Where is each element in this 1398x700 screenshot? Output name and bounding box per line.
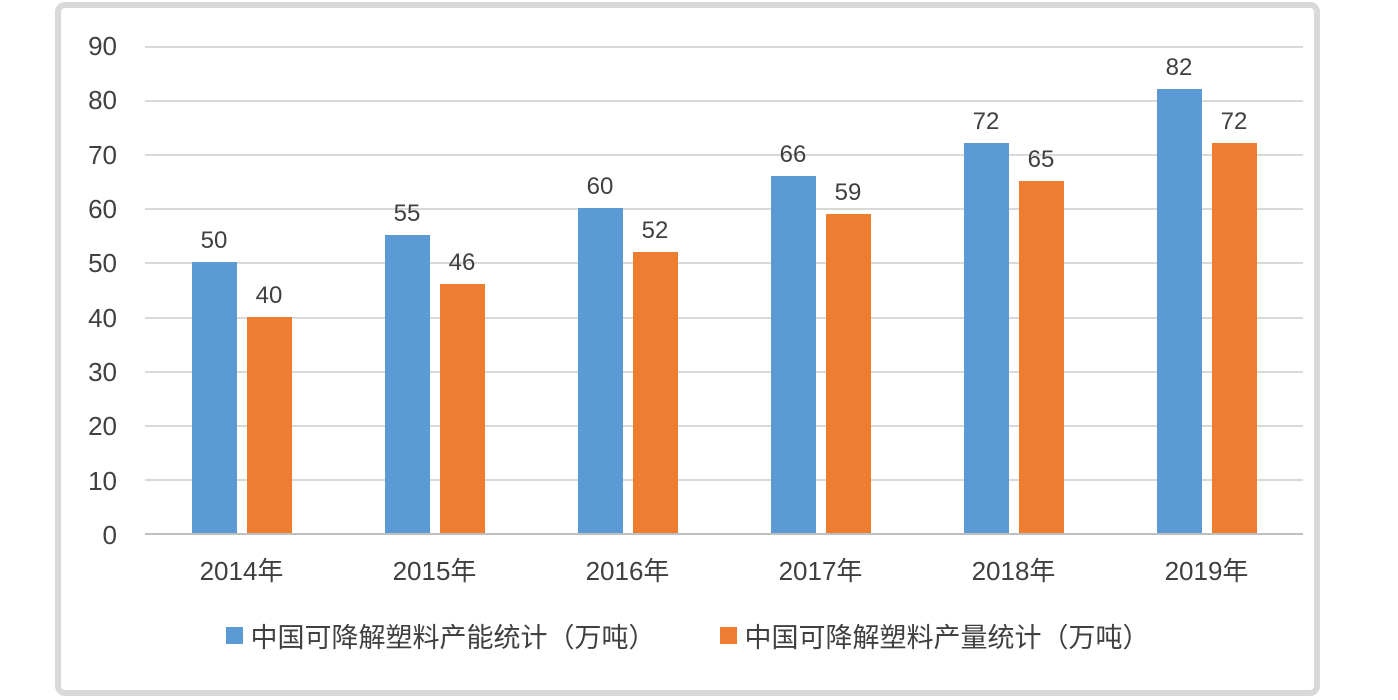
x-axis-category-label: 2019年 xyxy=(1164,556,1249,586)
capacity-bar: 50 xyxy=(191,227,237,533)
capacity-bar: 72 xyxy=(963,108,1009,533)
y-axis-tick-label: 60 xyxy=(88,194,117,224)
legend-label-capacity: 中国可降解塑料产能统计（万吨） xyxy=(250,623,656,653)
bar-group: 60 52 xyxy=(531,46,724,533)
output-bar: 65 xyxy=(1018,146,1064,533)
output-bar: 40 xyxy=(246,282,292,533)
gridline xyxy=(145,370,1303,373)
capacity-bar: 55 xyxy=(384,200,430,533)
output-bar: 72 xyxy=(1211,108,1257,533)
output-series-swatch-icon xyxy=(719,627,737,644)
bar-group: 55 46 xyxy=(338,46,531,533)
x-axis: 2014年 2015年 2016年 2017年 2018年 2019年 xyxy=(145,551,1303,588)
bar-value-label: 82 xyxy=(1165,54,1193,82)
x-axis-category-label: 2016年 xyxy=(585,556,670,586)
x-axis-category-label: 2017年 xyxy=(778,556,863,586)
bar-value-label: 52 xyxy=(641,216,669,244)
bar-value-label: 65 xyxy=(1027,146,1055,174)
x-axis-category-label: 2014年 xyxy=(199,556,284,586)
capacity-bar: 66 xyxy=(770,141,816,533)
legend-label-output: 中国可降解塑料产量统计（万吨） xyxy=(744,623,1150,653)
gridline xyxy=(145,262,1303,265)
y-axis-tick-label: 50 xyxy=(88,248,117,279)
y-axis-tick-label: 30 xyxy=(88,357,117,387)
legend-item-output: 中国可降解塑料产量统计（万吨） xyxy=(719,616,1150,655)
bar-value-label: 72 xyxy=(972,108,1000,136)
y-axis-tick-label: 0 xyxy=(102,520,117,550)
legend-item-capacity: 中国可降解塑料产能统计（万吨） xyxy=(225,616,656,655)
capacity-bar: 82 xyxy=(1156,54,1202,533)
bar-value-label: 46 xyxy=(448,249,476,277)
gridline xyxy=(145,208,1303,211)
plot-area: 50 40 55 46 60 52 66 59 72 65 82 72 xyxy=(145,46,1303,535)
gridline xyxy=(145,316,1303,319)
bar-value-label: 60 xyxy=(586,173,614,201)
y-axis-tick-label: 40 xyxy=(88,302,117,333)
x-axis-category-label: 2015年 xyxy=(392,556,477,586)
chart-frame: 50 40 55 46 60 52 66 59 72 65 82 72 0 10 20 30 40 50 60 70… xyxy=(55,2,1320,696)
gridline xyxy=(145,46,1303,48)
x-axis-category-label: 2018年 xyxy=(971,556,1056,586)
bar-group: 50 40 xyxy=(145,46,338,533)
gridline xyxy=(145,154,1303,157)
gridline xyxy=(145,424,1303,427)
bar-value-label: 59 xyxy=(834,178,862,206)
y-axis-tick-label: 10 xyxy=(88,465,117,496)
legend: 中国可降解塑料产能统计（万吨） 中国可降解塑料产量统计（万吨） xyxy=(61,616,1314,655)
y-axis-tick-label: 20 xyxy=(88,411,117,442)
bar-group: 66 59 xyxy=(724,46,917,533)
gridline xyxy=(145,478,1303,481)
bar-group: 72 65 xyxy=(917,46,1110,533)
bar-value-label: 40 xyxy=(255,281,283,309)
bar-value-label: 72 xyxy=(1220,108,1248,136)
bar-groups: 50 40 55 46 60 52 66 59 72 65 82 72 xyxy=(145,46,1303,533)
y-axis: 0 10 20 30 40 50 60 70 80 90 xyxy=(61,8,117,690)
bar-group: 82 72 xyxy=(1110,46,1303,533)
bar-value-label: 66 xyxy=(779,140,807,168)
output-bar: 46 xyxy=(439,249,485,533)
capacity-series-swatch-icon xyxy=(225,627,243,644)
y-axis-tick-label: 90 xyxy=(88,31,117,61)
output-bar: 59 xyxy=(825,179,871,533)
gridline xyxy=(145,100,1303,103)
y-axis-tick-label: 80 xyxy=(88,85,117,116)
output-bar: 52 xyxy=(632,217,678,533)
capacity-bar: 60 xyxy=(577,173,623,533)
bar-value-label: 50 xyxy=(200,227,228,255)
y-axis-tick-label: 70 xyxy=(88,139,117,170)
bar-value-label: 55 xyxy=(393,200,421,228)
